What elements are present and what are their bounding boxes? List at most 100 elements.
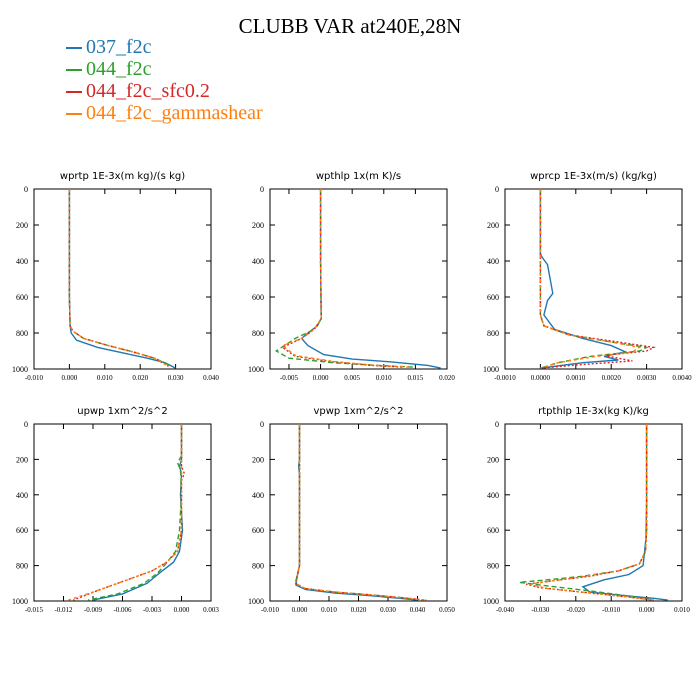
x-tick-label: 0.030 xyxy=(380,606,396,614)
y-tick-label: 200 xyxy=(252,221,264,230)
y-tick-label: 600 xyxy=(252,293,264,302)
y-tick-label: 1000 xyxy=(483,597,499,606)
plot-frame xyxy=(504,188,683,370)
x-tick-label: 0.000 xyxy=(639,606,655,614)
legend-label: 044_f2c_sfc0.2 xyxy=(86,80,210,102)
series-line-044_f2c_sfc0.2 xyxy=(539,189,656,369)
y-tick-label: 800 xyxy=(487,562,499,571)
y-tick-label: 800 xyxy=(252,562,264,571)
series-line-037_f2c xyxy=(300,189,441,369)
x-tick-label: 0.020 xyxy=(351,606,367,614)
x-tick-label: 0.0020 xyxy=(602,374,622,382)
x-tick-label: 0.030 xyxy=(168,374,184,382)
series-line-044_f2c_sfc0.2 xyxy=(281,189,403,368)
legend-entry-044-f2c: 044_f2c xyxy=(66,58,263,80)
x-tick-label: 0.0040 xyxy=(672,374,692,382)
series-line-044_f2c xyxy=(87,424,183,601)
legend-label: 037_f2c xyxy=(86,36,152,58)
y-tick-label: 600 xyxy=(16,293,28,302)
y-tick-label: 200 xyxy=(487,455,499,464)
panel-5: vpwp 1xm^2/s^2 0 200 400 600 800 1000-0.010 0.0… xyxy=(248,406,455,614)
x-tick-label: 0.0000 xyxy=(531,374,551,382)
series-line-044_f2c_gammashear xyxy=(281,189,410,368)
series-line-044_f2c_gammashear xyxy=(539,189,642,369)
legend-label: 044_f2c xyxy=(86,58,152,80)
series-line-044_f2c_gammashear xyxy=(294,424,427,601)
series-line-044_f2c_sfc0.2 xyxy=(526,424,654,601)
y-tick-label: 600 xyxy=(487,293,499,302)
panel-3: wprcp 1E-3x(m/s) (kg/kg) 0 200 400 600 800 100… xyxy=(483,171,692,382)
y-tick-label: 1000 xyxy=(248,597,264,606)
plot-frame xyxy=(504,423,683,602)
panel-title: wpthlp 1x(m K)/s xyxy=(316,171,401,182)
y-tick-label: 800 xyxy=(16,562,28,571)
x-tick-label: -0.030 xyxy=(531,606,550,614)
series-line-037_f2c xyxy=(295,424,418,601)
panel-title: vpwp 1xm^2/s^2 xyxy=(313,406,403,417)
x-tick-label: -0.010 xyxy=(261,606,280,614)
x-tick-label: 0.020 xyxy=(132,374,148,382)
panel-title: wprtp 1E-3x(m kg)/(s kg) xyxy=(60,171,185,182)
panel-2: wpthlp 1x(m K)/s 0 200 400 600 800 1000 -0.005 0… xyxy=(248,171,455,382)
x-tick-label: -0.015 xyxy=(25,606,44,614)
series-line-044_f2c_sfc0.2 xyxy=(68,189,169,367)
plot-frame xyxy=(269,423,448,602)
x-tick-label: 0.010 xyxy=(376,374,392,382)
plot-frame xyxy=(33,188,212,370)
x-tick-label: 0.010 xyxy=(321,606,337,614)
y-tick-label: 400 xyxy=(16,491,28,500)
y-tick-label: 1000 xyxy=(248,365,264,374)
x-tick-label: 0.000 xyxy=(174,606,190,614)
x-tick-label: -0.010 xyxy=(602,606,621,614)
legend: 037_f2c 044_f2c 044_f2c_sfc0.2 044_f2c_g… xyxy=(66,36,263,124)
y-tick-label: 0 xyxy=(495,185,499,194)
plot-frame xyxy=(33,423,212,602)
y-tick-label: 400 xyxy=(487,491,499,500)
y-tick-label: 800 xyxy=(252,329,264,338)
y-tick-label: 400 xyxy=(252,257,264,266)
y-tick-label: 200 xyxy=(16,221,28,230)
y-tick-label: 0 xyxy=(260,420,264,429)
y-tick-label: 1000 xyxy=(483,365,499,374)
series-line-037_f2c xyxy=(92,424,184,601)
x-tick-label: -0.010 xyxy=(25,374,44,382)
panel-6: rtpthlp 1E-3x(kg K)/kg 0 200 400 600 800 1000 -… xyxy=(483,406,690,614)
legend-line-icon xyxy=(66,47,82,50)
legend-line-icon xyxy=(66,69,82,72)
x-tick-label: 0.005 xyxy=(344,374,360,382)
legend-line-icon xyxy=(66,91,82,94)
legend-entry-044-f2c-sfc0.2: 044_f2c_sfc0.2 xyxy=(66,80,263,102)
panel-1: wprtp 1E-3x(m kg)/(s kg) 0 200 400 600 800 100… xyxy=(12,171,219,382)
x-tick-label: 0.000 xyxy=(62,374,78,382)
plot-frame xyxy=(269,188,448,370)
x-tick-label: -0.003 xyxy=(143,606,162,614)
panel-title: rtpthlp 1E-3x(kg K)/kg xyxy=(538,406,649,417)
series-line-037_f2c xyxy=(68,189,176,369)
x-tick-label: 0.040 xyxy=(410,606,426,614)
y-tick-label: 0 xyxy=(260,185,264,194)
y-tick-label: 0 xyxy=(495,420,499,429)
x-tick-label: -0.006 xyxy=(113,606,132,614)
x-tick-label: 0.040 xyxy=(203,374,219,382)
legend-line-icon xyxy=(66,113,82,116)
series-line-044_f2c xyxy=(294,424,424,601)
y-tick-label: 800 xyxy=(487,329,499,338)
y-tick-label: 800 xyxy=(16,329,28,338)
y-tick-label: 200 xyxy=(252,455,264,464)
y-tick-label: 400 xyxy=(252,491,264,500)
y-tick-label: 600 xyxy=(16,526,28,535)
legend-label: 044_f2c_gammashear xyxy=(86,102,263,124)
x-tick-label: 0.000 xyxy=(292,606,308,614)
series-line-044_f2c_sfc0.2 xyxy=(294,424,427,601)
series-line-044_f2c_gammashear xyxy=(68,189,169,367)
x-tick-label: 0.050 xyxy=(439,606,455,614)
x-tick-label: -0.0010 xyxy=(494,374,516,382)
y-tick-label: 600 xyxy=(487,526,499,535)
x-tick-label: 0.000 xyxy=(313,374,329,382)
x-tick-label: 0.015 xyxy=(408,374,424,382)
x-tick-label: -0.012 xyxy=(54,606,73,614)
y-tick-label: 0 xyxy=(24,185,28,194)
legend-entry-037-f2c: 037_f2c xyxy=(66,36,263,58)
y-tick-label: 1000 xyxy=(12,597,28,606)
